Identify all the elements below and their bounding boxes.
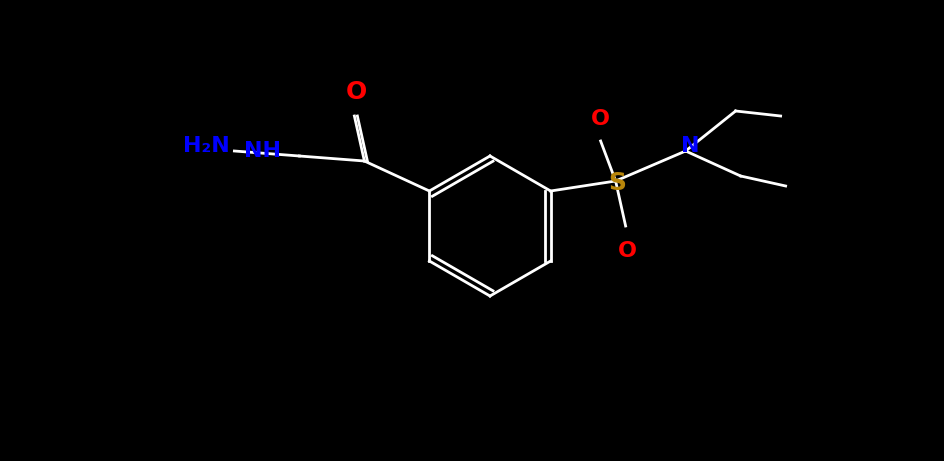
Text: O: O [346, 80, 367, 104]
Text: O: O [591, 109, 610, 129]
Text: O: O [618, 241, 637, 261]
Text: N: N [682, 136, 700, 156]
Text: S: S [609, 171, 627, 195]
Text: NH: NH [244, 141, 281, 161]
Text: H₂N: H₂N [182, 136, 229, 156]
